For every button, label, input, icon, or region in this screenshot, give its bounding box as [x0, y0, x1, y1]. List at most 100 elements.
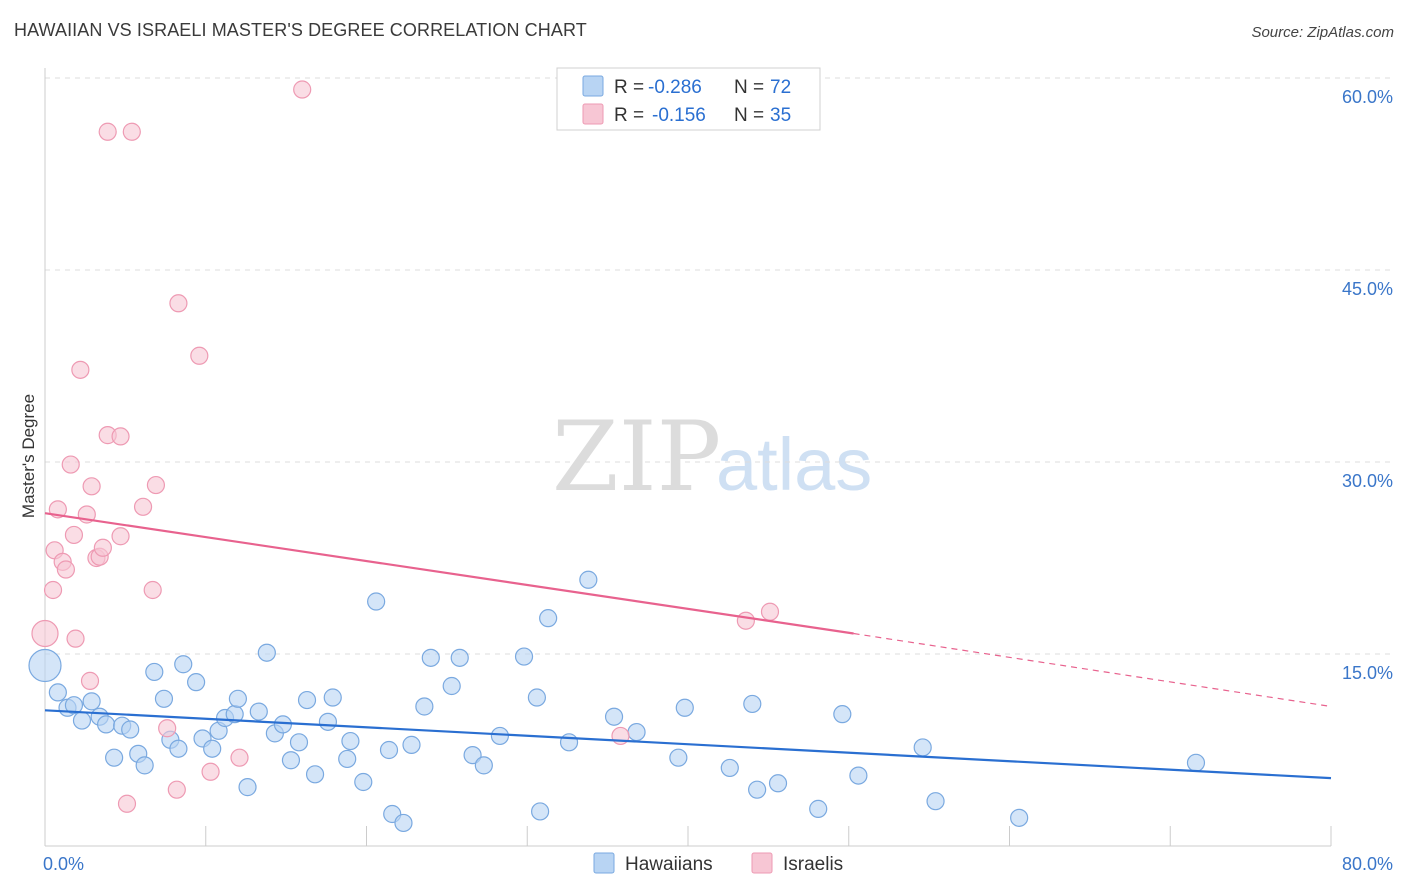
hawaiians-point	[174, 655, 193, 674]
hawaiians-point	[531, 802, 550, 821]
hawaiians-point	[474, 756, 493, 775]
israelis-point	[760, 602, 780, 621]
israelis-point	[133, 497, 153, 516]
hawaiians-point	[318, 712, 338, 731]
legend-n-value-israelis: 35	[770, 105, 791, 126]
legend-n-label-hawaiians: N =	[734, 77, 764, 98]
legend-r-label-hawaiians: R =	[614, 77, 644, 98]
hawaiians-point	[849, 766, 868, 785]
israelis-point	[158, 719, 177, 738]
hawaiians-point	[379, 740, 399, 760]
x-ticks	[205, 826, 1332, 846]
israelis-point	[61, 455, 80, 474]
hawaiians-point	[539, 609, 558, 628]
hawaiians-point	[675, 698, 694, 717]
hawaiians-point	[48, 683, 67, 702]
watermark: ZIP atlas	[552, 401, 872, 513]
hawaiians-point	[450, 648, 469, 667]
israelis-point	[293, 80, 312, 99]
legend-n-value-hawaiians: 72	[770, 77, 791, 98]
legend-n-label-israelis: N =	[734, 105, 764, 126]
israelis-point	[230, 748, 249, 767]
hawaiians-point	[238, 778, 257, 797]
hawaiians-point	[64, 696, 84, 715]
legend-r-label-israelis: R =	[614, 105, 644, 126]
grid	[45, 77, 1393, 655]
hawaiians-point	[28, 648, 62, 683]
x-tick-label-min: 0.0%	[43, 854, 84, 874]
israelis-point	[64, 525, 84, 545]
hawaiians-point	[249, 702, 268, 721]
hawaiians-trend-line	[44, 709, 1332, 780]
hawaiians-point	[135, 756, 154, 775]
israelis-point	[111, 427, 130, 446]
israelis-point	[80, 671, 100, 690]
hawaiians-point	[105, 748, 124, 767]
hawaiians-point	[748, 780, 767, 799]
hawaiians-point	[341, 731, 360, 751]
hawaiians-point	[203, 739, 222, 758]
legend-swatch-hawaiians	[582, 75, 604, 97]
hawaiians-point	[743, 694, 762, 714]
israelis-point	[111, 527, 130, 546]
hawaiians-point	[442, 676, 461, 696]
hawaiians-point	[145, 662, 164, 682]
hawaiians-point	[289, 733, 309, 752]
y-tick-label: 15.0%	[1342, 663, 1393, 683]
hawaiians-point	[257, 643, 276, 662]
hawaiians-point	[627, 722, 646, 742]
y-tick-label: 60.0%	[1342, 87, 1393, 107]
hawaiians-point	[720, 758, 739, 778]
hawaiians-point	[527, 688, 546, 707]
israelis-point	[71, 360, 90, 379]
watermark-zip-text: ZIP	[552, 401, 721, 513]
israelis-point	[736, 611, 755, 630]
hawaiians-point	[297, 690, 317, 710]
bottom-legend-israelis: Israelis	[783, 854, 843, 875]
legend-r-value-hawaiians: -0.286	[648, 77, 702, 98]
hawaiians-point	[305, 765, 325, 784]
israelis-point	[167, 780, 186, 799]
hawaiians-point	[82, 692, 101, 711]
hawaiians-point	[338, 749, 357, 769]
hawaiians-point	[323, 688, 342, 707]
y-tick-label: 30.0%	[1342, 471, 1393, 491]
bottom-legend-swatch-hawaiians	[593, 852, 615, 874]
series-hawaiians	[28, 570, 1206, 833]
israelis-trend-extension	[853, 632, 1332, 708]
legend-r-value-israelis: -0.156	[652, 105, 706, 126]
hawaiians-point	[1186, 753, 1206, 772]
israelis-point	[43, 580, 63, 600]
israelis-point	[146, 475, 166, 495]
israelis-point	[122, 122, 141, 141]
hawaiians-point	[926, 792, 945, 811]
israelis-trend-line	[44, 512, 854, 635]
legend-swatch-israelis	[582, 103, 604, 125]
hawaiians-point	[833, 705, 852, 724]
hawaiians-point	[169, 739, 188, 758]
correlation-legend: R = -0.286 N = 72 R = -0.156 N = 35	[556, 67, 821, 131]
hawaiians-point	[402, 735, 421, 754]
israelis-point	[31, 619, 59, 648]
series-legend: Hawaiians Israelis	[593, 852, 843, 875]
israelis-point	[201, 762, 220, 781]
israelis-point	[66, 629, 85, 648]
hawaiians-point	[273, 715, 293, 734]
israelis-point	[56, 560, 75, 579]
israelis-point	[117, 794, 137, 813]
israelis-point	[93, 538, 112, 557]
hawaiians-point	[394, 813, 413, 833]
israelis-point	[82, 477, 101, 496]
israelis-point	[143, 580, 162, 600]
series-israelis	[31, 80, 780, 813]
israelis-point	[98, 122, 117, 141]
hawaiians-point	[354, 772, 373, 792]
hawaiians-point	[669, 748, 688, 767]
hawaiians-point	[367, 592, 386, 611]
hawaiians-point	[514, 647, 534, 666]
y-tick-label: 45.0%	[1342, 279, 1393, 299]
hawaiians-point	[913, 738, 932, 757]
hawaiians-point	[463, 746, 482, 765]
source-label: Source: ZipAtlas.com	[1251, 24, 1394, 41]
